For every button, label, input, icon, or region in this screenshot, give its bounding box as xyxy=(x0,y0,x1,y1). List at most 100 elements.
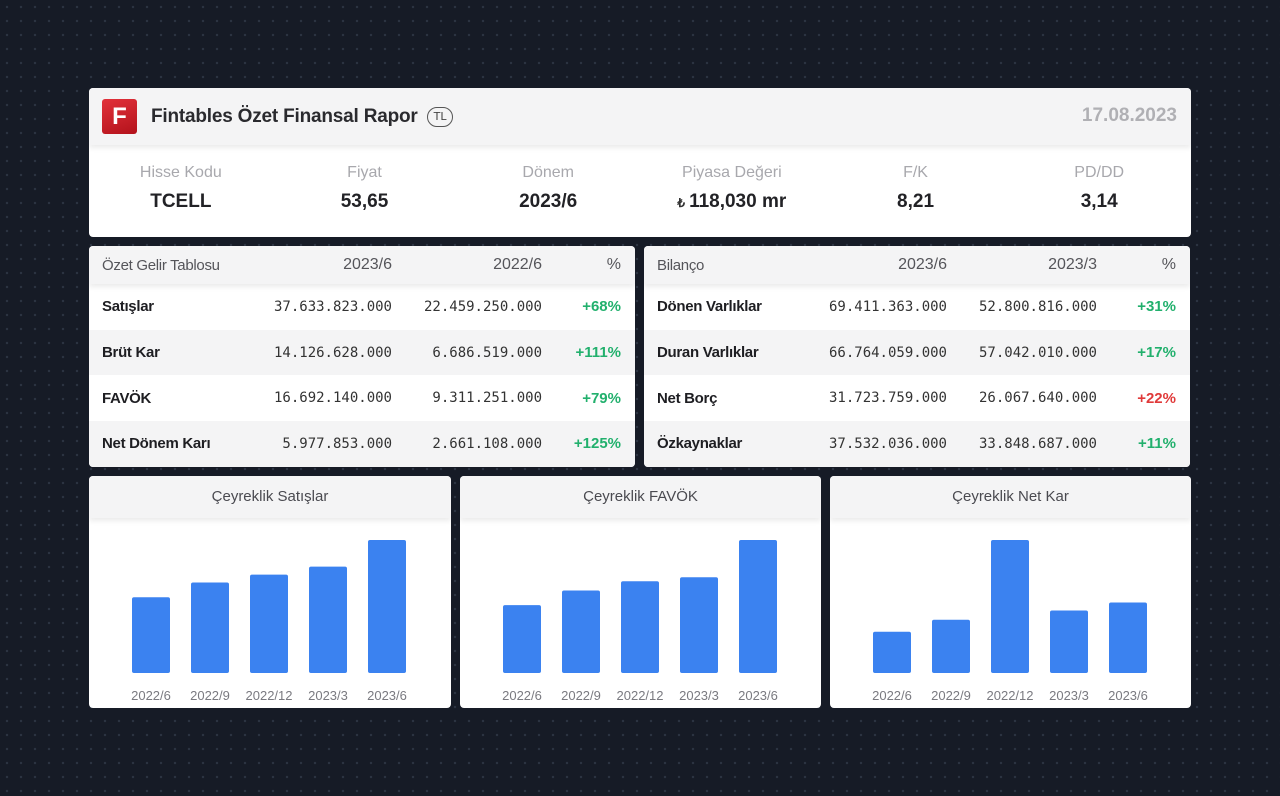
report-title: Fintables Özet Finansal Rapor xyxy=(151,105,418,127)
table-row: Özkaynaklar 37.532.036.000 33.848.687.00… xyxy=(644,421,1190,467)
report-date: 17.08.2023 xyxy=(1081,105,1177,126)
row-value: 57.042.010.000 xyxy=(978,344,1097,361)
chart-title: Çeyreklik FAVÖK xyxy=(460,476,821,518)
table-header-title: Bilanço xyxy=(657,256,705,274)
metric-market-cap: Piyasa Değeri ₺ 118,030 mr xyxy=(640,145,824,237)
quarterly-ebitda-chart: Çeyreklik FAVÖK 2022/6 2022/9 2022/12 2023/… xyxy=(460,476,821,708)
chart-canvas: 2022/6 2022/9 2022/12 2023/3 2023/6 xyxy=(131,540,407,703)
balance-sheet-table: Bilanço 2023/6 2023/3 % Dönen Varlıklar … xyxy=(644,246,1190,467)
row-value: 9.311.251.000 xyxy=(432,390,542,407)
metric-ticker: Hisse Kodu TCELL xyxy=(89,145,273,237)
row-value: 66.764.059.000 xyxy=(828,344,947,361)
chart-bar xyxy=(562,590,600,673)
chart-tick-label: 2023/6 xyxy=(367,688,407,703)
row-label: Brüt Kar xyxy=(102,344,160,362)
quarterly-net-profit-chart: Çeyreklik Net Kar 2022/6 2022/9 2022/12 202… xyxy=(830,476,1191,708)
row-label: Dönen Varlıklar xyxy=(657,298,762,316)
table-row: Net Dönem Karı 5.977.853.000 2.661.108.0… xyxy=(89,421,635,467)
chart-tick-label: 2022/9 xyxy=(931,688,971,703)
metric-label: PD/DD xyxy=(1074,164,1125,181)
row-change: +79% xyxy=(582,389,621,407)
row-value: 26.067.640.000 xyxy=(978,390,1097,407)
row-value: 69.411.363.000 xyxy=(828,298,947,315)
row-value: 14.126.628.000 xyxy=(273,344,392,361)
row-value: 22.459.250.000 xyxy=(423,298,542,315)
chart-bar xyxy=(309,566,347,673)
table-header-col: % xyxy=(1161,256,1176,273)
chart-bar xyxy=(503,605,541,673)
table-row: Brüt Kar 14.126.628.000 6.686.519.000 +1… xyxy=(89,329,635,376)
chart-tick-label: 2023/3 xyxy=(679,688,719,703)
chart-bar xyxy=(368,540,406,673)
chart-bar xyxy=(191,582,229,673)
table-row: Duran Varlıklar 66.764.059.000 57.042.01… xyxy=(644,329,1190,376)
chart-bar xyxy=(132,597,170,673)
chart-tick-label: 2022/12 xyxy=(246,688,293,703)
chart-tick-label: 2023/3 xyxy=(308,688,348,703)
metric-value: 118,030 mr xyxy=(689,191,787,212)
chart-tick-label: 2022/9 xyxy=(561,688,601,703)
metric-label: Fiyat xyxy=(347,164,382,181)
metric-label: Piyasa Değeri xyxy=(682,164,782,181)
chart-tick-label: 2023/6 xyxy=(1108,688,1148,703)
row-label: Net Borç xyxy=(657,389,718,407)
fintables-logo-icon: F xyxy=(102,99,137,134)
chart-bar xyxy=(932,619,970,673)
chart-bar xyxy=(1109,602,1147,673)
row-value: 33.848.687.000 xyxy=(978,435,1097,452)
chart-canvas: 2022/6 2022/9 2022/12 2023/3 2023/6 xyxy=(502,540,778,703)
metric-value: 2023/6 xyxy=(519,191,578,212)
row-change: +111% xyxy=(575,344,621,362)
table-header-col: 2023/3 xyxy=(1048,256,1097,273)
row-label: FAVÖK xyxy=(102,389,152,407)
chart-tick-label: 2022/6 xyxy=(502,688,542,703)
chart-tick-label: 2023/3 xyxy=(1049,688,1089,703)
lira-icon: ₺ xyxy=(677,196,686,210)
report-header-card: F Fintables Özet Finansal Rapor TL 17.08… xyxy=(89,88,1191,237)
chart-bar xyxy=(873,631,911,673)
row-label: Özkaynaklar xyxy=(657,435,743,453)
row-label: Net Dönem Karı xyxy=(102,435,211,453)
chart-bar xyxy=(1050,610,1088,673)
row-change: +125% xyxy=(573,435,621,453)
metric-value-wrap: ₺ 118,030 mr xyxy=(640,191,824,213)
metric-pb: PD/DD 3,14 xyxy=(1007,145,1191,237)
metric-pe: F/K 8,21 xyxy=(824,145,1008,237)
row-value: 6.686.519.000 xyxy=(432,344,542,361)
row-value: 16.692.140.000 xyxy=(273,390,392,407)
table-row: Satışlar 37.633.823.000 22.459.250.000 +… xyxy=(89,284,635,330)
row-change: +22% xyxy=(1137,389,1176,407)
quarterly-sales-chart: Çeyreklik Satışlar 2022/6 2022/9 2022/12 20… xyxy=(89,476,451,708)
row-value: 37.633.823.000 xyxy=(273,298,392,315)
chart-title: Çeyreklik Net Kar xyxy=(830,476,1191,518)
report-header-bar: F Fintables Özet Finansal Rapor TL 17.08… xyxy=(89,88,1191,145)
metric-price: Fiyat 53,65 xyxy=(273,145,457,237)
table-header-title: Özet Gelir Tablosu xyxy=(102,256,220,274)
row-value: 37.532.036.000 xyxy=(828,435,947,452)
metric-period: Dönem 2023/6 xyxy=(456,145,640,237)
row-change: +17% xyxy=(1137,344,1176,362)
income-statement-table: Özet Gelir Tablosu 2023/6 2022/6 % Satış… xyxy=(89,246,635,467)
chart-tick-label: 2022/6 xyxy=(872,688,912,703)
chart-bar xyxy=(991,540,1029,673)
row-change: +68% xyxy=(582,298,621,316)
chart-canvas: 2022/6 2022/9 2022/12 2023/3 2023/6 xyxy=(872,540,1148,703)
table-header-col: 2023/6 xyxy=(898,256,947,273)
chart-bar xyxy=(621,581,659,673)
chart-tick-label: 2022/12 xyxy=(617,688,664,703)
table-row: FAVÖK 16.692.140.000 9.311.251.000 +79% xyxy=(89,375,635,421)
row-change: +31% xyxy=(1137,298,1176,316)
chart-bar xyxy=(680,577,718,673)
row-label: Satışlar xyxy=(102,298,154,316)
metric-value: 8,21 xyxy=(897,191,935,212)
table-header-col: 2023/6 xyxy=(343,256,392,273)
table-header-col: 2022/6 xyxy=(493,256,542,273)
metric-value: 3,14 xyxy=(1080,191,1118,212)
row-value: 31.723.759.000 xyxy=(828,390,947,407)
metric-value: TCELL xyxy=(150,191,212,212)
metric-label: F/K xyxy=(903,164,928,181)
row-change: +11% xyxy=(1138,435,1176,453)
table-row: Net Borç 31.723.759.000 26.067.640.000 +… xyxy=(644,375,1190,421)
row-value: 5.977.853.000 xyxy=(282,435,392,452)
metrics-row: Hisse Kodu TCELL Fiyat 53,65 Dönem 2023/… xyxy=(89,145,1191,237)
